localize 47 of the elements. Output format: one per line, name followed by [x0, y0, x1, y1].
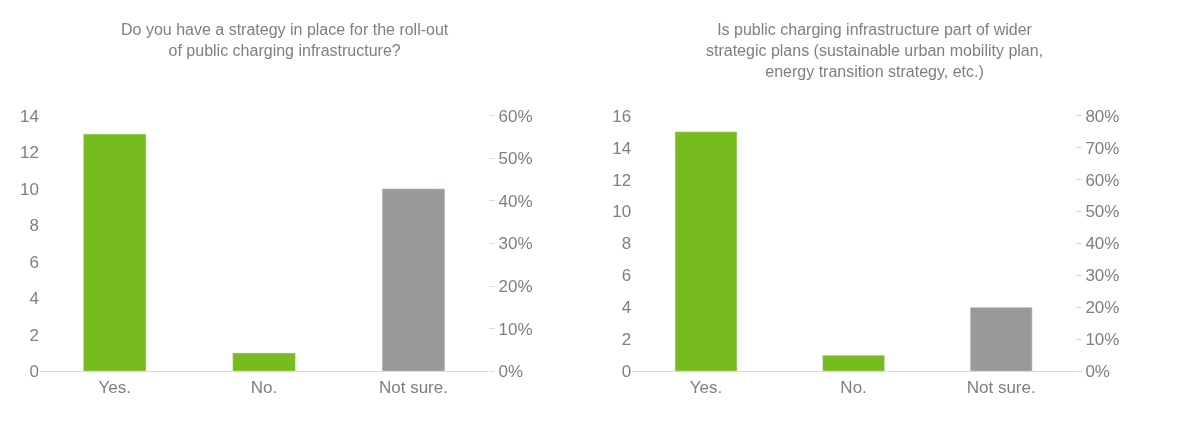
x-tick-label: Not sure.	[378, 377, 448, 397]
y-tick-label: 14	[612, 138, 632, 158]
chart-title: Do you have a strategy in place for the roll-out of public charging infrastructure?	[121, 21, 449, 59]
x-tick-label: Yes.	[98, 377, 131, 397]
bar	[83, 133, 147, 372]
bar	[822, 354, 885, 372]
x-tick-label: No.	[250, 377, 278, 397]
chart-title: Is public charging infrastructure part of wider strategic plans (sustainable urban mobility plan, energy transition strategy, etc.)	[706, 21, 1044, 80]
y-tick-label: 6	[29, 252, 39, 272]
y2-tick-label: 70%	[1085, 138, 1120, 158]
y-tick-label: 2	[29, 325, 39, 345]
y2-tick-label: 30%	[1085, 266, 1120, 286]
y-tick-label: 0	[621, 362, 632, 382]
y-tick-label: 12	[20, 143, 39, 163]
y2-tick-label: 40%	[1085, 234, 1120, 254]
y-tick-label: 12	[612, 170, 632, 190]
y-tick-label: 0	[29, 362, 39, 382]
y2-tick-label: 0%	[1085, 362, 1110, 382]
y2-tick-label: 20%	[1085, 298, 1120, 318]
y-tick-label: 16	[612, 106, 632, 126]
y2-tick-label: 50%	[1085, 202, 1120, 222]
y2-tick-label: 10%	[498, 319, 533, 339]
y2-tick-label: 60%	[1085, 170, 1120, 190]
bar	[969, 307, 1033, 372]
y2-tick-label: 50%	[498, 149, 533, 169]
bar	[674, 131, 738, 372]
y2-tick-label: 0%	[498, 362, 524, 382]
y2-tick-label: 20%	[498, 276, 533, 296]
y-tick-label: 8	[621, 234, 632, 254]
x-tick-label: Not sure.	[966, 377, 1036, 397]
y-tick-label: 14	[20, 106, 39, 126]
x-tick-label: No.	[840, 377, 867, 397]
y2-tick-label: 10%	[1085, 330, 1120, 350]
x-tick-label: Yes.	[689, 377, 723, 397]
y-tick-label: 4	[29, 289, 39, 309]
y2-tick-label: 40%	[498, 191, 533, 211]
y2-tick-label: 30%	[498, 234, 533, 254]
y2-tick-label: 80%	[1085, 106, 1120, 126]
bar	[381, 188, 446, 372]
y2-tick-label: 60%	[498, 106, 533, 126]
y-tick-label: 8	[29, 216, 39, 236]
y-tick-label: 4	[621, 298, 632, 318]
y-tick-label: 10	[20, 179, 39, 199]
y-tick-label: 10	[612, 202, 632, 222]
y-tick-label: 6	[621, 266, 632, 286]
y-tick-label: 2	[621, 330, 632, 350]
bar	[232, 352, 296, 372]
